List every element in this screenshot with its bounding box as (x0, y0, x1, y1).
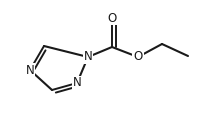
Text: N: N (26, 63, 34, 76)
Text: O: O (133, 51, 143, 63)
Text: N: N (84, 51, 92, 63)
Text: O: O (107, 11, 117, 25)
Text: N: N (73, 76, 81, 90)
